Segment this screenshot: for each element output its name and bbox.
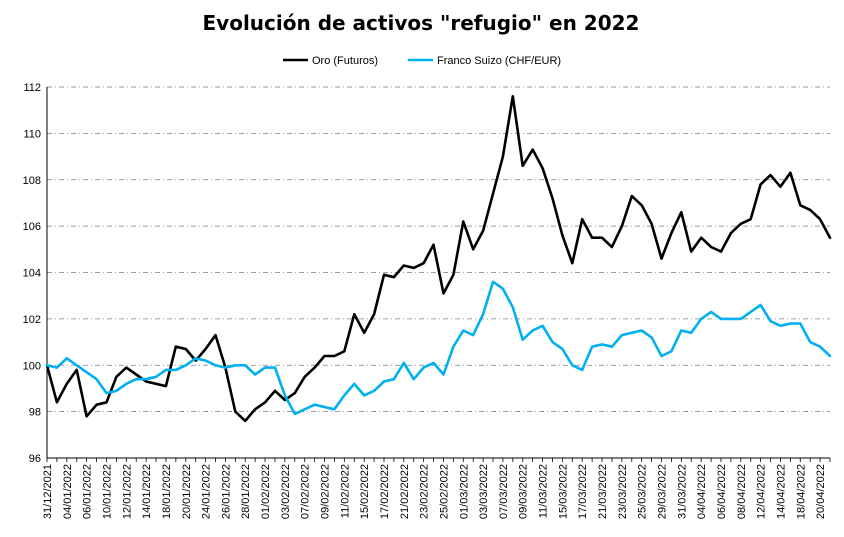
x-tick-label: 17/02/2022 (379, 464, 391, 519)
x-tick-label: 09/03/2022 (518, 464, 530, 519)
x-tick-label: 29/03/2022 (657, 464, 669, 519)
x-tick-label: 14/04/2022 (775, 464, 787, 519)
x-tick-label: 25/02/2022 (439, 464, 451, 519)
y-tick-label: 104 (23, 268, 41, 280)
y-tick-label: 112 (23, 82, 41, 94)
x-tick-label: 11/02/2022 (339, 464, 351, 518)
legend-label-franco: Franco Suizo (CHF/EUR) (437, 55, 561, 67)
x-tick-label: 14/01/2022 (141, 464, 153, 519)
y-tick-label: 108 (23, 175, 41, 187)
x-tick-label: 04/04/2022 (696, 464, 708, 519)
x-tick-label: 18/04/2022 (795, 464, 807, 519)
x-tick-label: 06/01/2022 (82, 464, 94, 519)
x-tick-label: 23/02/2022 (419, 464, 431, 519)
y-tick-label: 96 (29, 453, 41, 465)
x-tick-label: 20/04/2022 (815, 464, 827, 519)
x-tick-label: 07/02/2022 (300, 464, 312, 519)
x-tick-label: 28/01/2022 (240, 464, 252, 519)
legend: Oro (Futuros) Franco Suizo (CHF/EUR) (283, 55, 561, 67)
x-tick-label: 11/03/2022 (538, 464, 550, 518)
x-tick-label: 15/02/2022 (359, 464, 371, 519)
x-tick-label: 15/03/2022 (557, 464, 569, 519)
series-line-oro (45, 95, 832, 423)
series-lines (45, 95, 832, 423)
x-tick-label: 17/03/2022 (577, 464, 589, 519)
grid-lines (47, 86, 830, 413)
y-tick-label: 106 (23, 221, 41, 233)
x-tick-label: 12/01/2022 (121, 464, 133, 519)
x-tick-label: 07/03/2022 (498, 464, 510, 519)
x-tick-label: 08/04/2022 (736, 464, 748, 519)
x-tick-label: 12/04/2022 (756, 464, 768, 519)
x-tick-label: 06/04/2022 (716, 464, 728, 519)
y-axis: 96 98 100 102 104 106 108 110 112 (23, 82, 48, 465)
x-tick-label: 01/03/2022 (458, 464, 470, 519)
x-tick-label: 18/01/2022 (161, 464, 173, 519)
x-tick-label: 26/01/2022 (220, 464, 232, 519)
y-tick-label: 98 (29, 407, 41, 419)
y-tick-label: 100 (23, 360, 41, 372)
x-tick-label: 03/02/2022 (280, 464, 292, 519)
x-tick-label: 21/02/2022 (399, 464, 411, 519)
x-tick-label: 25/03/2022 (637, 464, 649, 519)
series-line-franco-suizo (45, 280, 832, 416)
x-tick-label: 01/02/2022 (260, 464, 272, 519)
x-tick-label: 21/03/2022 (597, 464, 609, 519)
x-tick-label: 20/01/2022 (181, 464, 193, 519)
y-tick-label: 102 (23, 314, 41, 326)
x-tick-label: 03/03/2022 (478, 464, 490, 519)
x-tick-label: 10/01/2022 (102, 464, 114, 519)
chart-title: Evolución de activos "refugio" en 2022 (203, 11, 640, 35)
x-tick-label: 09/02/2022 (320, 464, 332, 519)
y-tick-label: 110 (23, 128, 41, 140)
x-axis: 31/12/2021 04/01/2022 06/01/2022 10/01/2022… (42, 457, 831, 519)
x-tick-label: 23/03/2022 (617, 464, 629, 519)
x-tick-label: 04/01/2022 (62, 464, 74, 519)
x-tick-label: 24/01/2022 (201, 464, 213, 519)
x-tick-label: 31/03/2022 (676, 464, 688, 519)
x-tick-label: 31/12/2021 (42, 464, 54, 519)
legend-label-oro: Oro (Futuros) (312, 55, 378, 67)
